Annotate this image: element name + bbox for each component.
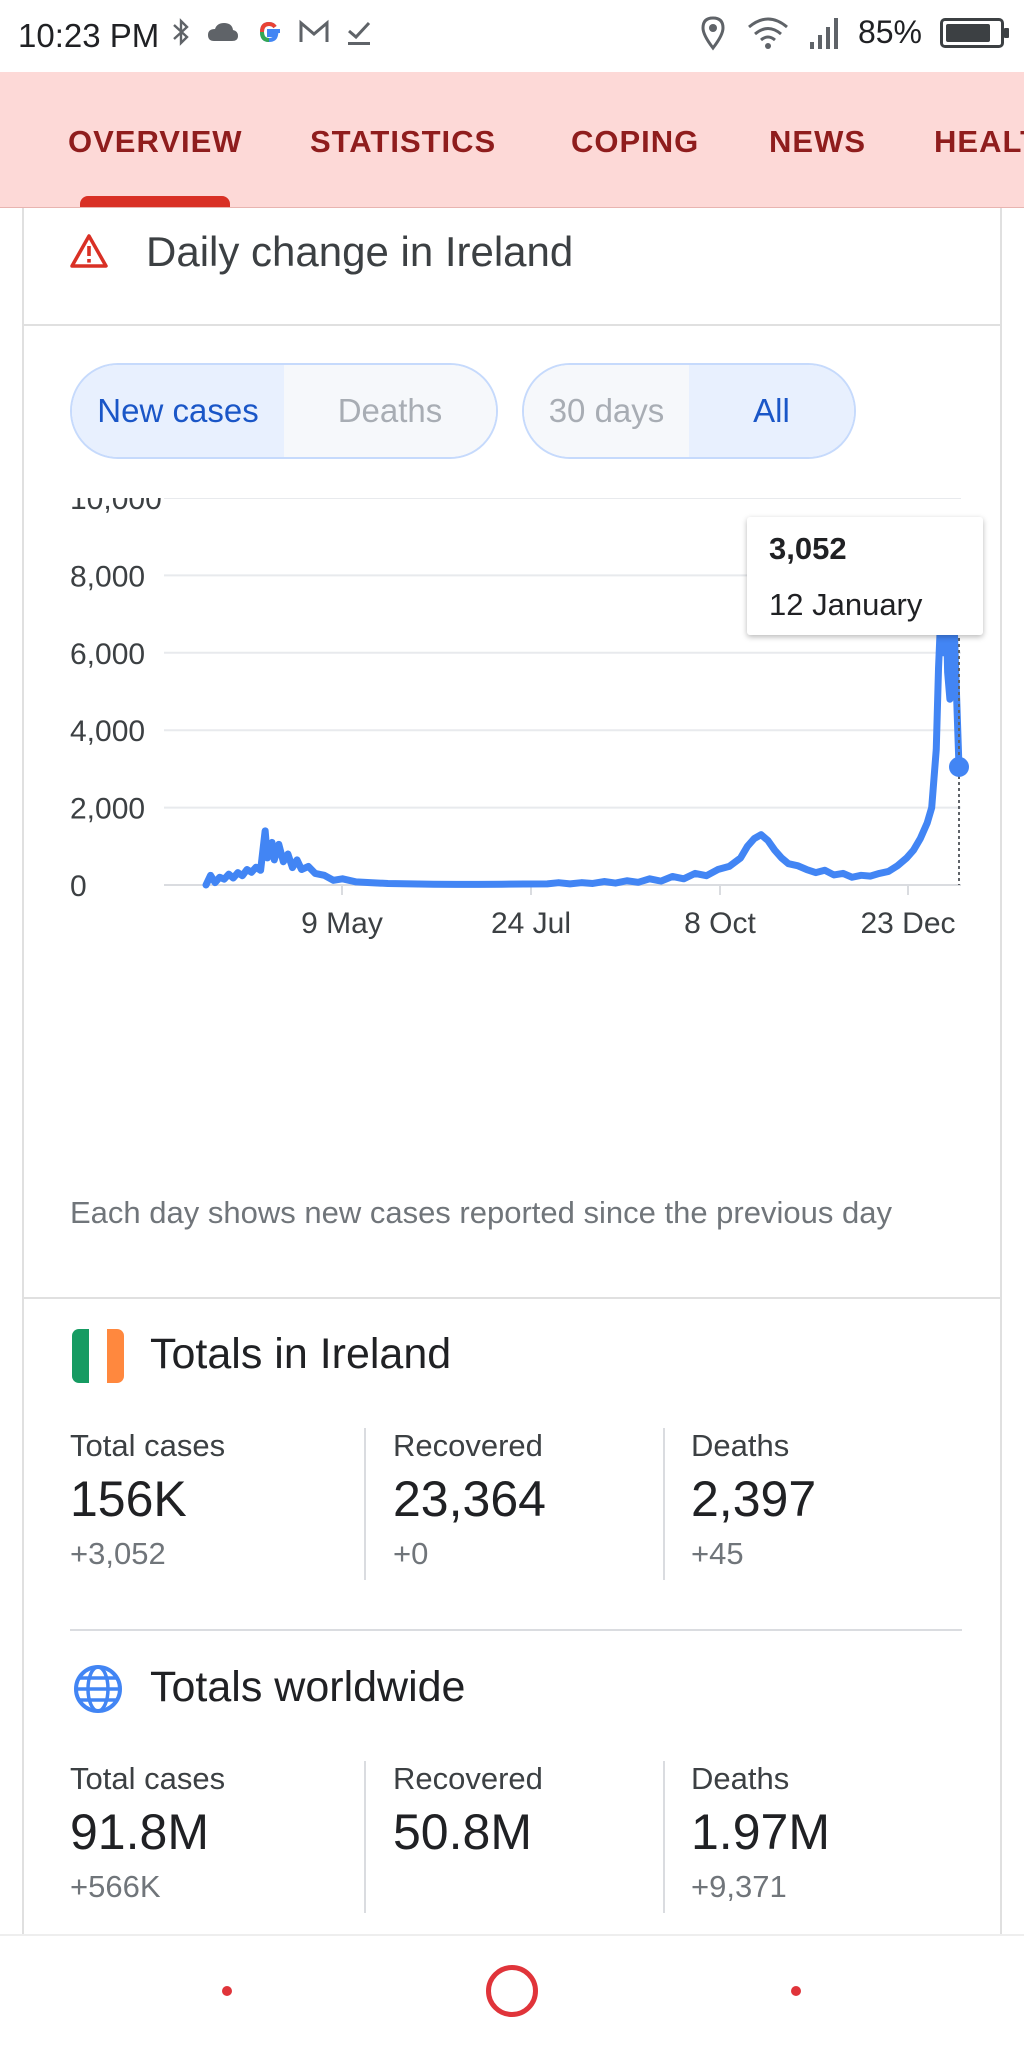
x-tick-label: 23 Dec: [860, 907, 955, 940]
new-cases-toggle[interactable]: New cases: [72, 365, 284, 457]
worldwide-total-cases: Total cases 91.8M +566K: [70, 1761, 225, 1905]
flag-orange-stripe: [106, 1329, 124, 1383]
stat-separator: [663, 1761, 665, 1913]
flag-white-stripe: [89, 1329, 107, 1383]
stat-value: 2,397: [691, 1471, 817, 1527]
30-days-toggle[interactable]: 30 days: [524, 365, 689, 457]
warning-icon: [70, 234, 108, 268]
bluetooth-icon: [173, 18, 189, 46]
chart-footnote: Each day shows new cases reported since …: [70, 1195, 892, 1230]
y-tick-label: 2,000: [70, 793, 145, 826]
signal-icon: [809, 17, 838, 49]
section-divider: [24, 1297, 1000, 1299]
tab-overview[interactable]: OVERVIEW: [68, 124, 243, 159]
stat-value: 1.97M: [691, 1804, 830, 1860]
stat-label: Recovered: [393, 1428, 543, 1463]
y-tick-label: 10,000: [70, 498, 162, 516]
ireland-deaths: Deaths 2,397 +45: [691, 1428, 816, 1572]
stat-value: 50.8M: [393, 1804, 532, 1860]
stat-separator: [663, 1428, 665, 1580]
ireland-totals-title: Totals in Ireland: [150, 1330, 452, 1378]
stat-label: Total cases: [70, 1761, 226, 1796]
ireland-total-cases: Total cases 156K +3,052: [70, 1428, 225, 1572]
stat-label: Total cases: [70, 1428, 226, 1463]
ireland-recovered: Recovered 23,364 +0: [393, 1428, 546, 1572]
y-tick-label: 4,000: [70, 715, 145, 748]
x-tick-label: 8 Oct: [684, 907, 756, 940]
daily-change-card: Daily change in Ireland New cases Deaths…: [22, 208, 1002, 1936]
ireland-flag-icon: [72, 1329, 124, 1383]
status-bar: 10:23 PM 85%: [0, 0, 1024, 72]
nav-menu-button[interactable]: [222, 1986, 232, 1996]
chart-area: 10,000 8,000 6,000 4,000 2,000 0 9 May 24 Jul 8 …: [24, 498, 1004, 1118]
y-tick-label: 6,000: [70, 638, 145, 671]
stat-value: 91.8M: [70, 1804, 209, 1860]
battery-percent: 85%: [857, 14, 922, 50]
deaths-toggle[interactable]: Deaths: [284, 365, 496, 457]
nav-home-button[interactable]: [486, 1965, 538, 2017]
stat-value: 23,364: [393, 1471, 546, 1527]
worldwide-recovered: Recovered 50.8M: [393, 1761, 543, 1869]
totals-divider: [70, 1629, 962, 1631]
x-tick-label: 9 May: [301, 907, 383, 940]
active-tab-indicator: [80, 196, 230, 207]
daily-cases-chart[interactable]: 10,000 8,000 6,000 4,000 2,000 0 9 May 24 Jul 8 …: [24, 498, 1004, 1118]
wifi-icon: [747, 17, 788, 49]
stat-delta: +0: [393, 1536, 429, 1571]
stat-delta: +3,052: [70, 1536, 166, 1571]
google-icon: [259, 21, 280, 43]
all-toggle[interactable]: All: [689, 365, 854, 457]
stat-separator: [364, 1761, 366, 1913]
y-tick-label: 0: [70, 870, 87, 903]
worldwide-totals-title: Totals worldwide: [150, 1663, 466, 1711]
status-icons-right: 85%: [698, 14, 1009, 51]
new-cases-series-line: [202, 564, 963, 889]
tab-health[interactable]: HEALT: [934, 124, 1024, 159]
globe-icon: [74, 1665, 122, 1713]
gmail-icon: [299, 19, 329, 42]
flag-green-stripe: [72, 1329, 90, 1383]
stat-separator: [364, 1428, 366, 1580]
status-icons-left: [170, 16, 374, 48]
location-icon: [701, 15, 725, 50]
system-nav-bar: [0, 1934, 1024, 2048]
card-header: Daily change in Ireland: [24, 208, 1000, 326]
range-toggle: 30 days All: [522, 363, 856, 459]
stat-delta: +566K: [70, 1869, 161, 1904]
battery-icon: [940, 17, 1009, 48]
stat-label: Recovered: [393, 1761, 543, 1796]
tab-coping[interactable]: COPING: [571, 124, 700, 159]
check-icon: [348, 21, 371, 45]
worldwide-deaths: Deaths 1.97M +9,371: [691, 1761, 830, 1905]
stat-delta: +45: [691, 1536, 744, 1571]
metric-toggle: New cases Deaths: [70, 363, 498, 459]
tab-bar: OVERVIEW STATISTICS COPING NEWS HEALT: [0, 72, 1024, 208]
chart-tooltip: 3,052 12 January: [747, 517, 983, 635]
tooltip-date: 12 January: [769, 587, 923, 622]
card-title: Daily change in Ireland: [146, 228, 574, 275]
tab-statistics[interactable]: STATISTICS: [310, 124, 497, 159]
tab-news[interactable]: NEWS: [769, 124, 866, 159]
nav-back-button[interactable]: [791, 1986, 801, 1996]
stat-value: 156K: [70, 1471, 187, 1527]
tooltip-value: 3,052: [769, 531, 847, 566]
y-tick-label: 8,000: [70, 560, 145, 593]
cloud-icon: [208, 23, 238, 41]
status-time: 10:23 PM: [18, 17, 160, 54]
stat-label: Deaths: [691, 1761, 790, 1796]
x-tick-label: 24 Jul: [491, 907, 571, 940]
highlighted-point[interactable]: [949, 756, 969, 777]
stat-label: Deaths: [691, 1428, 790, 1463]
stat-delta: +9,371: [691, 1869, 787, 1904]
